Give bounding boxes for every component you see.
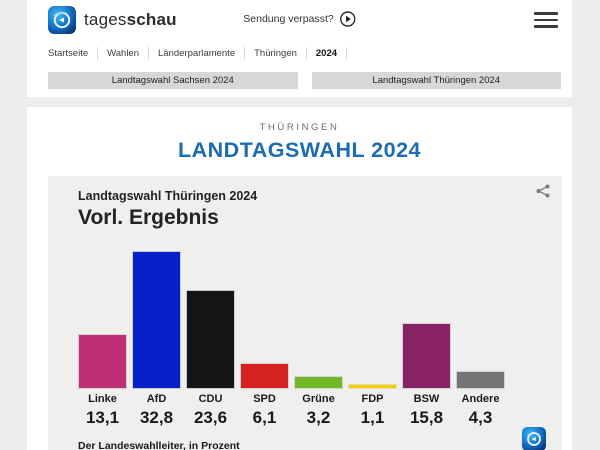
- breadcrumb-separator: [97, 46, 99, 60]
- bar-column: [294, 236, 343, 389]
- sendung-verpasst-link[interactable]: Sendung verpasst?: [243, 11, 356, 27]
- bar-value: 15,8: [409, 408, 444, 427]
- bar-columns: [78, 236, 505, 389]
- site-header: tagesschau Sendung verpasst? Startseite …: [27, 0, 572, 97]
- share-icon: [536, 184, 550, 198]
- bar-value: 23,6: [193, 408, 228, 427]
- bar-column: [186, 236, 235, 389]
- bar-label: Linke: [88, 393, 117, 405]
- page-title: LANDTAGSWAHL 2024: [177, 138, 422, 162]
- brand-text: tagesschau: [84, 10, 177, 29]
- breadcrumb-item-startseite[interactable]: Startseite: [48, 47, 89, 59]
- tagesschau-logo-icon: [48, 6, 76, 34]
- section-gap: [27, 97, 572, 107]
- tagesschau-watermark-icon: [522, 427, 546, 450]
- bar-label: CDU: [198, 393, 223, 405]
- bar-value: 1,1: [360, 408, 385, 427]
- tagesschau-home-link[interactable]: tagesschau: [48, 6, 177, 34]
- breadcrumb-separator: [346, 46, 348, 60]
- bar-labels-row: Linke AfD CDU SPD Grüne FDP BSW Andere: [78, 393, 505, 405]
- breadcrumb: Startseite Wahlen Länderparlamente Thüri…: [27, 43, 572, 63]
- bar: [294, 375, 343, 389]
- bar-column: [456, 236, 505, 389]
- bar-column: [402, 236, 451, 389]
- breadcrumb-separator: [305, 46, 307, 60]
- bar-label: FDP: [361, 393, 384, 405]
- chart-subtitle: Vorl. Ergebnis: [78, 206, 219, 229]
- breadcrumb-separator: [244, 46, 246, 60]
- bar-value: 6,1: [252, 408, 277, 427]
- hamburger-icon: [534, 18, 558, 22]
- bar-label: Grüne: [302, 393, 335, 405]
- bar-column: [240, 236, 289, 389]
- bar-values-row: 13,1 32,8 23,6 6,1 3,2 1,1 15,8 4,3: [78, 408, 505, 428]
- bar-label: SPD: [253, 393, 276, 405]
- play-icon: [340, 11, 356, 27]
- landtagswahl-sachsen-button[interactable]: Landtagswahl Sachsen 2024: [48, 72, 298, 89]
- breadcrumb-item-2024[interactable]: 2024: [315, 47, 338, 59]
- bar-value: 3,2: [306, 408, 331, 427]
- breadcrumb-item-wahlen[interactable]: Wahlen: [107, 47, 139, 59]
- chart-title: Landtagswahl Thüringen 2024: [78, 189, 258, 203]
- bar-label: Andere: [461, 393, 500, 405]
- main-content: THÜRINGEN LANDTAGSWAHL 2024 Landtagswahl…: [27, 107, 572, 450]
- region-eyebrow: THÜRINGEN: [259, 122, 340, 133]
- results-chart-card: Landtagswahl Thüringen 2024 Vorl. Ergebn…: [48, 176, 562, 450]
- bar: [402, 322, 451, 389]
- chart-source: Der Landeswahlleiter, in Prozent: [78, 440, 240, 450]
- bar: [456, 370, 505, 389]
- bar: [348, 384, 397, 389]
- bar-value: 4,3: [468, 408, 493, 427]
- share-button[interactable]: [535, 183, 551, 199]
- hamburger-icon: [534, 25, 558, 28]
- bar: [132, 251, 181, 389]
- breadcrumb-item-thueringen[interactable]: Thüringen: [254, 47, 297, 59]
- breadcrumb-separator: [148, 46, 149, 60]
- bar: [78, 333, 127, 389]
- bar-column: [78, 236, 127, 389]
- election-buttons-row: Landtagswahl Sachsen 2024 Landtagswahl T…: [27, 63, 572, 89]
- bar: [186, 289, 235, 389]
- bar-column: [348, 236, 397, 389]
- breadcrumb-item-laenderparlamente[interactable]: Länderparlamente: [158, 47, 236, 59]
- landtagswahl-thueringen-button[interactable]: Landtagswahl Thüringen 2024: [311, 72, 561, 89]
- menu-button[interactable]: [534, 12, 558, 28]
- bar-value: 32,8: [139, 408, 174, 427]
- bar-label: AfD: [146, 393, 167, 405]
- page-column: tagesschau Sendung verpasst? Startseite …: [27, 0, 572, 450]
- bar: [240, 363, 289, 389]
- hamburger-icon: [534, 12, 558, 15]
- bar-label: BSW: [413, 393, 440, 405]
- header-top-row: tagesschau Sendung verpasst?: [27, 0, 572, 40]
- sendung-verpasst-label: Sendung verpasst?: [243, 13, 334, 25]
- bar-column: [132, 236, 181, 389]
- bar-value: 13,1: [85, 408, 120, 427]
